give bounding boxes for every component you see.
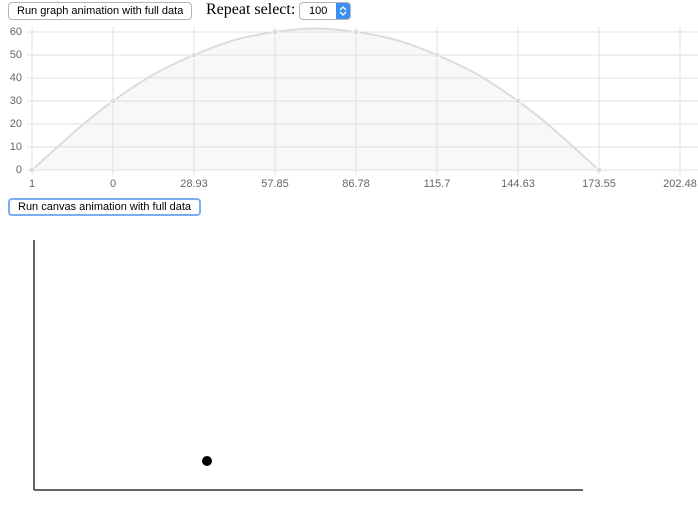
point [595,166,603,174]
point [433,51,441,59]
point [28,166,36,174]
y-tick-label: 60 [10,26,22,38]
select-arrows [336,3,350,19]
point [271,28,279,36]
y-tick-label: 40 [10,72,22,84]
area [32,28,599,170]
point [352,28,360,36]
x-tick-label: 0 [110,178,116,190]
x-tick-label: 28.93 [180,178,208,190]
point [190,51,198,59]
y-tick-label: 10 [10,141,22,153]
x-tick-label: 115.7 [424,178,451,190]
graph-button[interactable]: Run graph animation with full data [8,2,193,20]
x-tick-label: 173.55 [582,178,616,190]
canvas-dot [202,456,212,466]
y-tick-label: 0 [16,164,22,176]
line [31,27,600,171]
y-tick-label: 20 [10,118,22,130]
canvas-button[interactable]: Run canvas animation with full data [8,198,202,216]
canvas [33,240,583,491]
select-value: 100 [309,5,328,17]
repeat-select[interactable]: 100 [299,2,351,20]
repeat-label: Repeat select: [206,1,296,18]
point [514,97,522,105]
y-tick-label: 30 [10,95,22,107]
y-tick-label: 50 [10,49,22,61]
x-tick-label: 86.78 [342,178,370,190]
x-tick-label: 57.85 [261,178,289,190]
x-tick-label: 202.48 [663,178,697,190]
point [109,97,117,105]
x-tick-label: 1 [29,178,35,190]
x-tick-label: 144.63 [501,178,535,190]
